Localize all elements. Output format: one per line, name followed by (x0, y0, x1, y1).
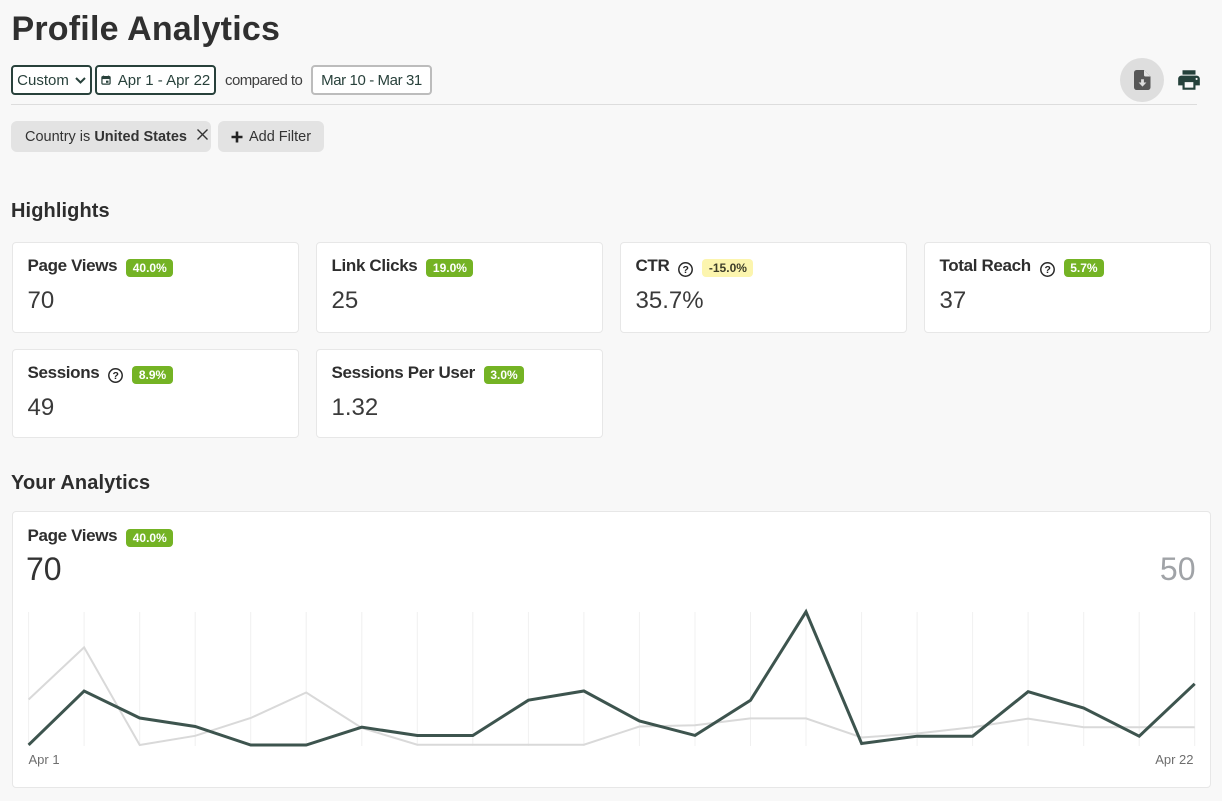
svg-text:?: ? (683, 263, 689, 275)
svg-text:?: ? (113, 370, 119, 382)
svg-text:?: ? (1044, 263, 1050, 275)
